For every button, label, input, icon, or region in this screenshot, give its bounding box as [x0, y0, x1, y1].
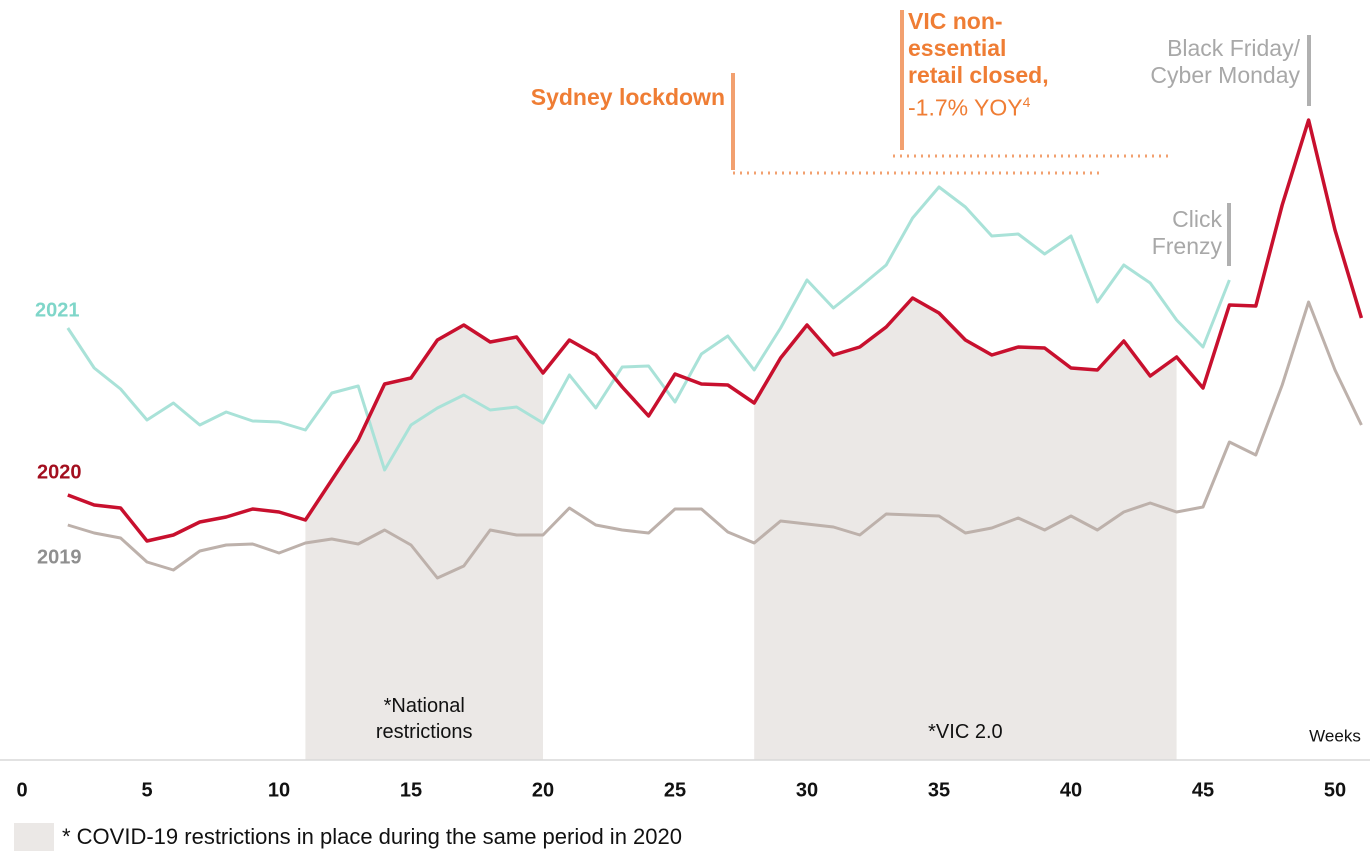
- annotation: Black Friday/ Cyber Monday: [1080, 35, 1300, 89]
- shaded-range-label: *VIC 2.0: [815, 719, 1115, 745]
- annotation: Click Frenzy: [1100, 206, 1222, 260]
- shaded-range: [754, 298, 1177, 760]
- annotation-line: Black Friday/: [1167, 35, 1300, 61]
- shaded-range: [305, 325, 543, 760]
- x-tick-label: 40: [1060, 779, 1082, 801]
- x-tick-label: 45: [1192, 779, 1214, 801]
- annotation-line: VIC non-: [908, 8, 1003, 34]
- x-axis-label: Weeks: [1309, 726, 1361, 745]
- annotation-line: retail closed,: [908, 62, 1049, 88]
- footnote-swatch: [14, 823, 54, 851]
- annotation: Sydney lockdown: [440, 84, 725, 111]
- footnote-ref: 4: [1022, 94, 1031, 110]
- series-label: 2021: [35, 299, 80, 321]
- x-tick-label: 15: [400, 779, 422, 801]
- annotation-line: Sydney lockdown: [530, 84, 725, 110]
- annotation: VIC non- essential retail closed, -1.7% …: [908, 8, 1168, 122]
- x-tick-label: 35: [928, 779, 950, 801]
- x-tick-label: 5: [141, 779, 152, 801]
- x-tick-label: 10: [268, 779, 290, 801]
- lines-layer: [66, 118, 1364, 580]
- shaded-range-label-line: *VIC 2.0: [928, 721, 1003, 743]
- x-tick-label: 50: [1324, 779, 1346, 801]
- shaded-range-label: *National restrictions: [274, 693, 574, 745]
- x-tick-label: 25: [664, 779, 686, 801]
- series-label: 2020: [37, 461, 82, 483]
- x-tick-label: 20: [532, 779, 554, 801]
- shading-layer: [305, 298, 1177, 760]
- annotation-line: Frenzy: [1151, 233, 1222, 259]
- x-tick-label: 30: [796, 779, 818, 801]
- annotation-note: -1.7% YOY: [908, 94, 1023, 121]
- shaded-range-label-line: restrictions: [375, 721, 473, 743]
- series-line: [67, 118, 1364, 543]
- series-line: [66, 185, 1231, 472]
- annotation-line: Click: [1172, 206, 1222, 232]
- annotation-line: Cyber Monday: [1150, 62, 1300, 88]
- footnote: * COVID-19 restrictions in place during …: [62, 824, 682, 849]
- series-label: 2019: [37, 546, 82, 568]
- annotation-line: essential: [908, 35, 1007, 61]
- annotation-note-row: -1.7% YOY4: [908, 89, 1168, 122]
- series-line: [67, 300, 1363, 580]
- x-tick-label: 0: [16, 779, 27, 801]
- shaded-range-label-line: *National: [383, 695, 465, 717]
